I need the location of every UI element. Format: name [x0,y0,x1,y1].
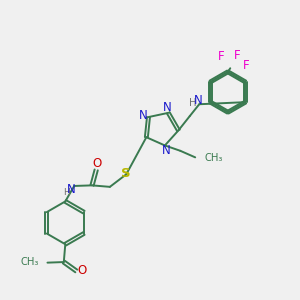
Text: N: N [163,101,172,114]
Text: O: O [77,265,86,278]
Text: N: N [194,94,203,106]
Text: F: F [218,50,225,64]
Text: N: N [162,144,171,157]
Text: S: S [122,167,131,180]
Text: H: H [189,98,196,108]
Text: H: H [63,188,70,197]
Text: O: O [92,158,101,170]
Text: CH₃: CH₃ [21,257,39,267]
Text: F: F [242,59,249,72]
Text: CH₃: CH₃ [204,153,223,163]
Text: N: N [67,183,75,196]
Text: F: F [233,49,240,62]
Text: N: N [139,110,148,122]
